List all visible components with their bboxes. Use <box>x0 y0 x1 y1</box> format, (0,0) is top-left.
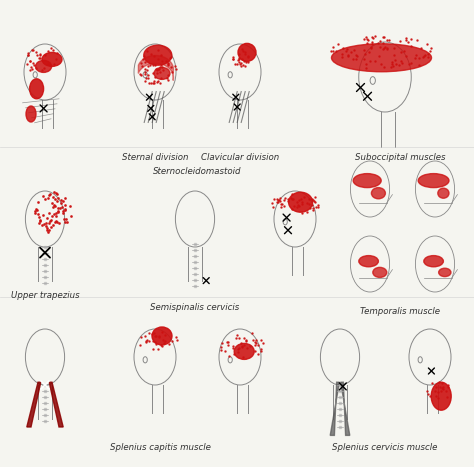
Text: Splenius capitis muscle: Splenius capitis muscle <box>109 443 210 452</box>
Ellipse shape <box>238 43 256 61</box>
Text: Sternal division: Sternal division <box>122 153 188 162</box>
Ellipse shape <box>359 255 378 267</box>
Polygon shape <box>340 382 350 435</box>
Ellipse shape <box>29 79 44 99</box>
Ellipse shape <box>373 268 387 277</box>
Ellipse shape <box>372 188 385 199</box>
Polygon shape <box>49 382 63 427</box>
Ellipse shape <box>431 382 451 410</box>
Text: Semispinalis cervicis: Semispinalis cervicis <box>150 303 240 311</box>
Polygon shape <box>27 382 41 427</box>
Ellipse shape <box>234 343 254 360</box>
Ellipse shape <box>26 106 36 122</box>
Polygon shape <box>330 382 339 435</box>
Ellipse shape <box>154 67 170 79</box>
Ellipse shape <box>331 44 431 72</box>
Text: Temporalis muscle: Temporalis muscle <box>360 307 440 317</box>
Ellipse shape <box>424 255 443 267</box>
Ellipse shape <box>438 188 449 198</box>
Ellipse shape <box>438 268 451 276</box>
Ellipse shape <box>42 52 62 66</box>
Ellipse shape <box>418 174 449 188</box>
Ellipse shape <box>353 174 381 188</box>
Ellipse shape <box>144 45 172 65</box>
Text: Suboccipital muscles: Suboccipital muscles <box>355 153 445 162</box>
Ellipse shape <box>36 60 52 72</box>
Text: Upper trapezius: Upper trapezius <box>11 290 79 299</box>
Text: Clavicular division: Clavicular division <box>201 153 279 162</box>
Text: Sternocleidomastoid: Sternocleidomastoid <box>153 167 241 176</box>
Ellipse shape <box>152 327 172 345</box>
Ellipse shape <box>289 192 312 212</box>
Text: Splenius cervicis muscle: Splenius cervicis muscle <box>332 443 438 452</box>
